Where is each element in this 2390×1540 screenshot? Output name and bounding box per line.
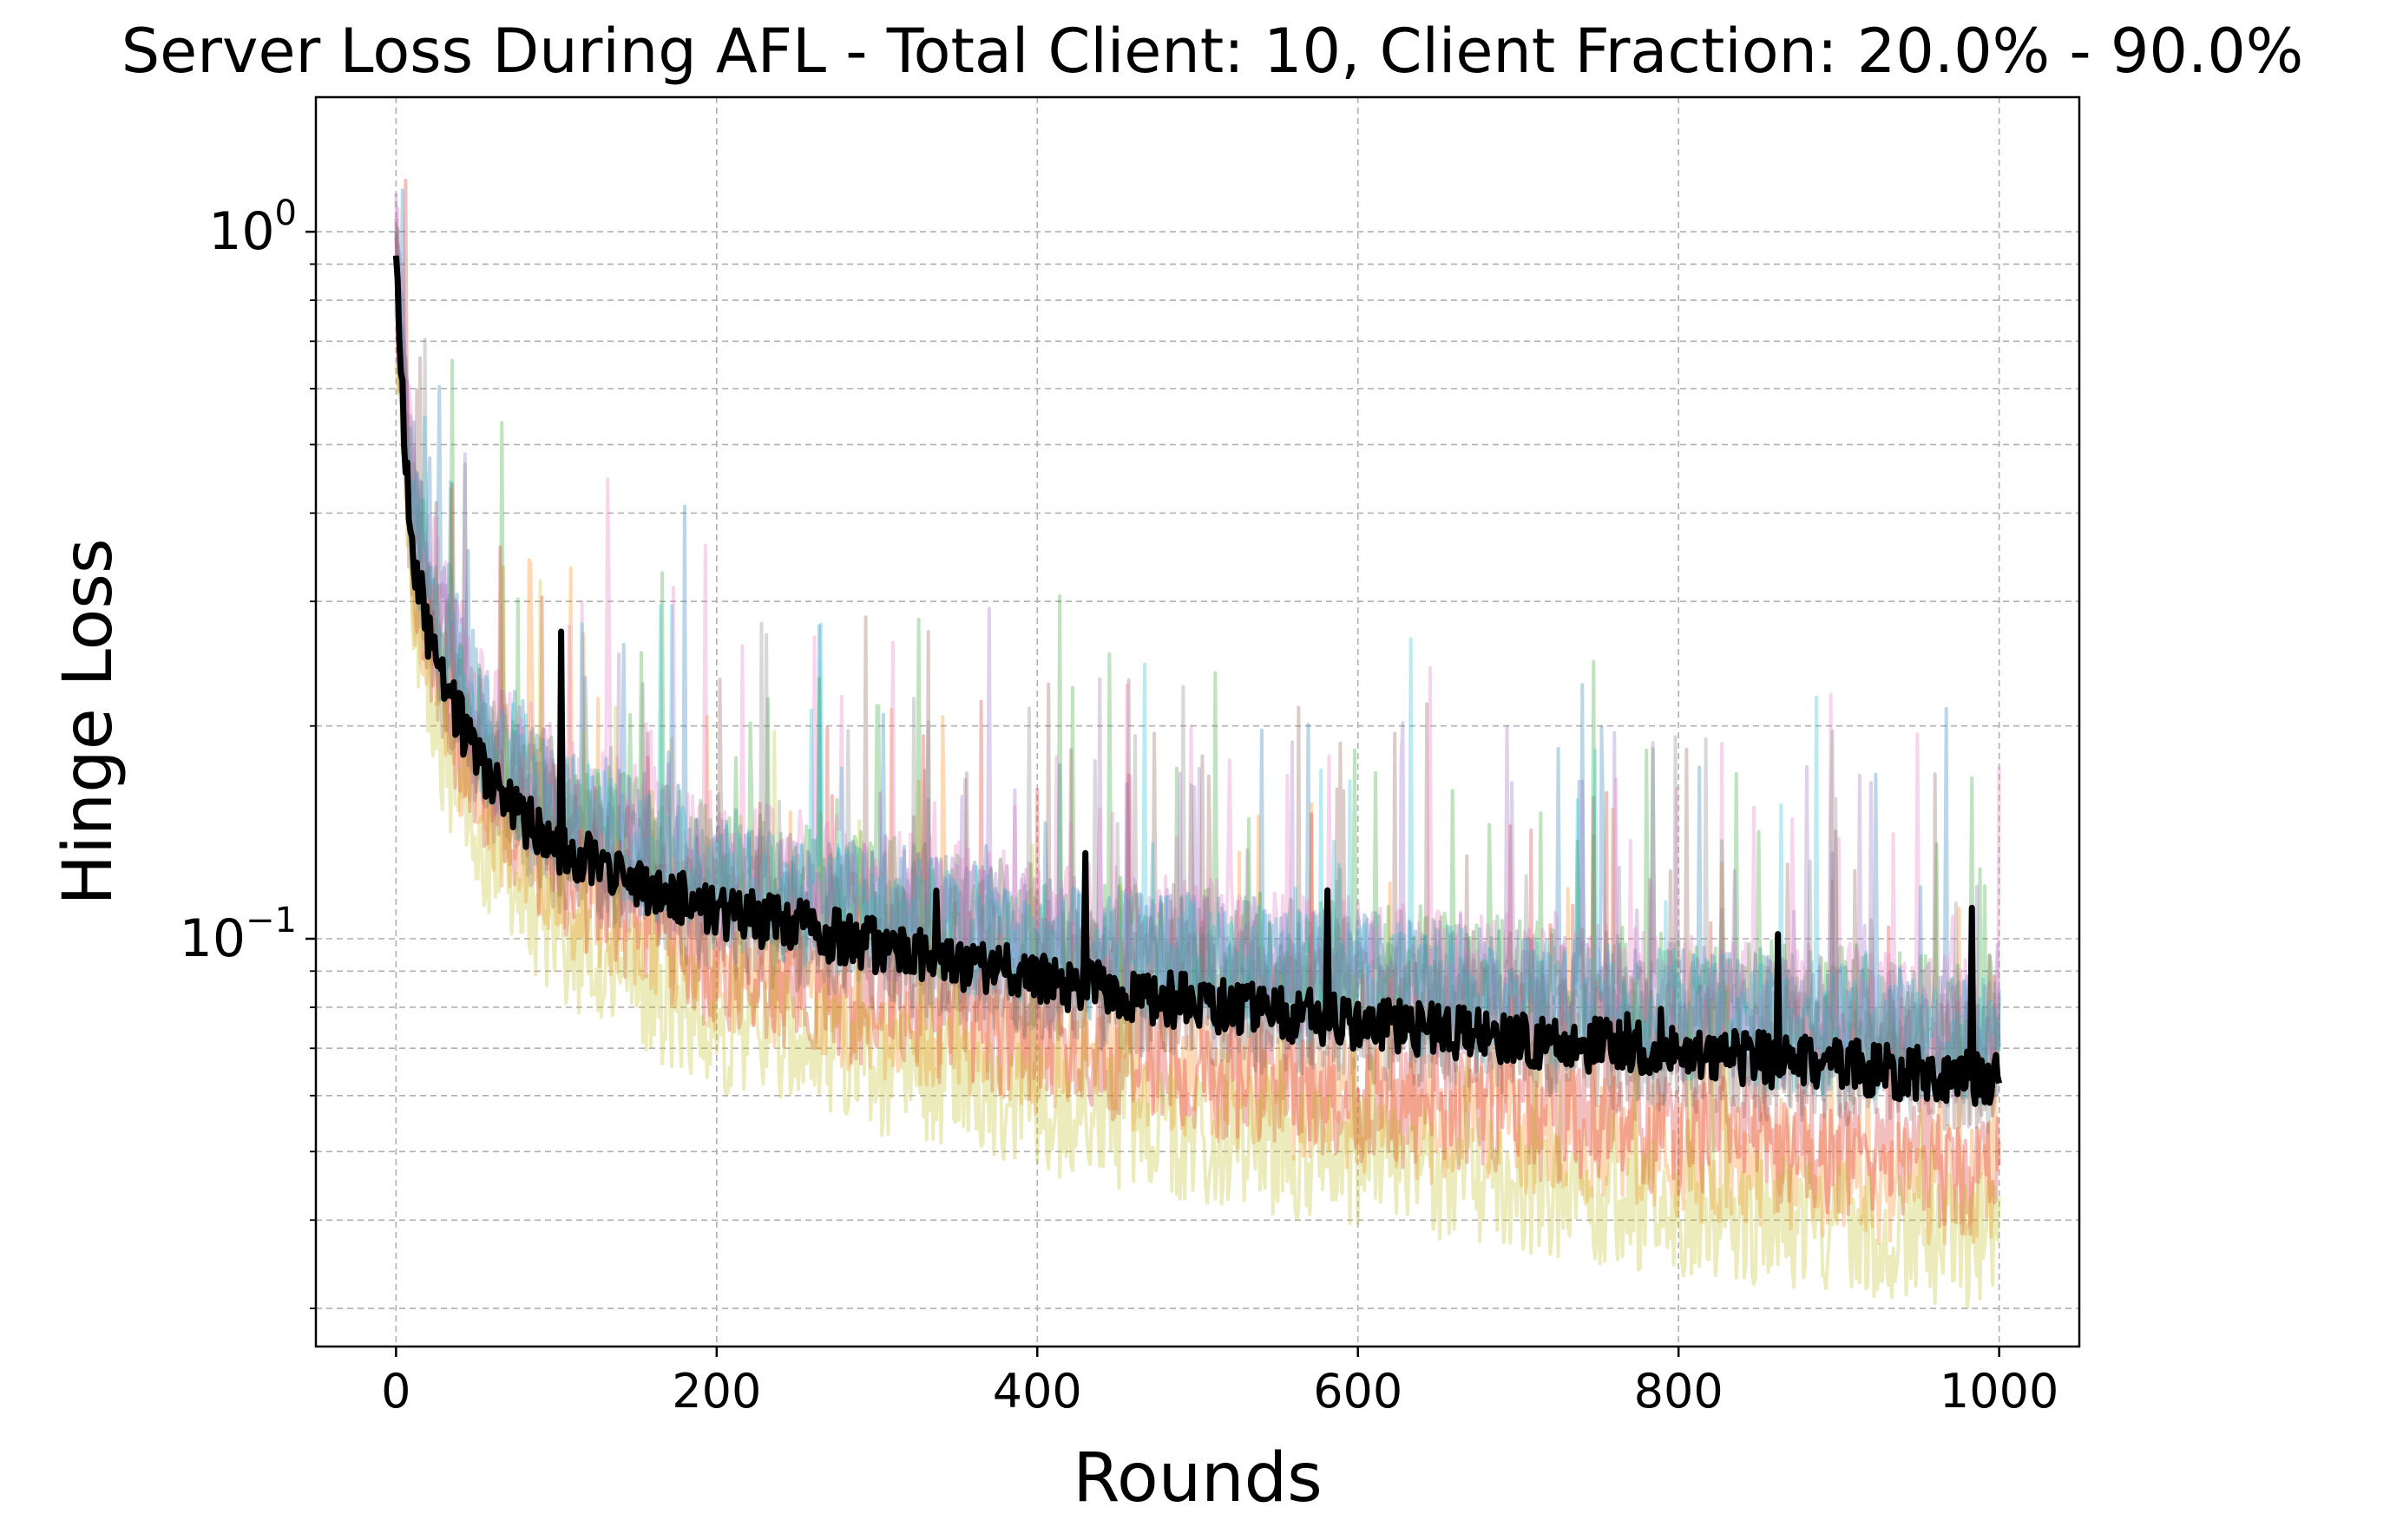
grid-layer	[316, 97, 2079, 1347]
mean-layer	[392, 255, 2003, 1107]
x-tick-label: 800	[1634, 1364, 1724, 1419]
y-tick-label: 100	[208, 193, 297, 262]
client-series-line	[395, 227, 2001, 1088]
y-axis-label: Hinge Loss	[49, 538, 128, 905]
x-tick-label: 0	[381, 1364, 410, 1419]
x-tick-label: 600	[1313, 1364, 1402, 1419]
plot-area-frame	[314, 95, 2081, 1348]
x-tick-label: 200	[672, 1364, 761, 1419]
client-series-line	[394, 226, 2001, 1135]
x-axis-label: Rounds	[1073, 1439, 1322, 1517]
client-series-line	[394, 188, 2001, 1107]
chart-title: Server Loss During AFL - Total Client: 1…	[121, 16, 2304, 87]
mean-series-line	[392, 255, 2003, 1107]
client-series-line	[394, 206, 2001, 1090]
client-series-line	[394, 179, 2001, 1236]
client-series-line	[394, 193, 2001, 1106]
y-tick-label: 10−1	[180, 901, 297, 969]
tick-layer: 0 200 400 600 800 1000 100 10−1	[180, 193, 2059, 1419]
x-tick-label: 1000	[1940, 1364, 2058, 1419]
x-tick-label: 400	[993, 1364, 1082, 1419]
client-series-line	[394, 331, 2001, 1310]
